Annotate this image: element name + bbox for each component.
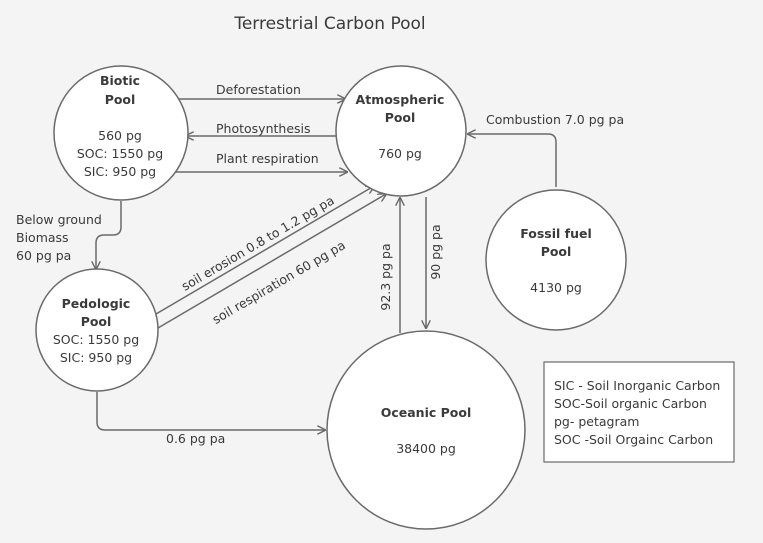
label-below-ground-3: 60 pg pa bbox=[16, 248, 71, 263]
legend-item: SOC-Soil organic Carbon bbox=[554, 396, 707, 411]
biotic-pool-value: 560 pg bbox=[98, 128, 142, 143]
node-atmospheric-pool: Atmospheric Pool 760 pg bbox=[335, 65, 467, 197]
fossil-pool-title-2: Pool bbox=[541, 244, 572, 259]
atmospheric-pool-title-1: Atmospheric bbox=[356, 92, 445, 107]
pedologic-pool-sic: SIC: 950 pg bbox=[60, 350, 132, 365]
biotic-pool-title-1: Biotic bbox=[100, 73, 140, 88]
biotic-pool-title-2: Pool bbox=[105, 92, 136, 107]
legend-box bbox=[543, 361, 735, 463]
pedologic-pool-title-1: Pedologic bbox=[62, 296, 131, 311]
fossil-pool-value: 4130 pg bbox=[530, 280, 582, 295]
label-plant-respiration: Plant respiration bbox=[216, 151, 319, 166]
label-soil-erosion: soil erosion 0.8 to 1.2 pg pa bbox=[179, 193, 337, 294]
label-pedologic-to-oceanic: 0.6 pg pa bbox=[166, 431, 225, 446]
atmospheric-pool-title-2: Pool bbox=[385, 110, 416, 125]
label-atmosphere-to-ocean: 90 pg pa bbox=[428, 224, 443, 279]
diagram-title: Terrestrial Carbon Pool bbox=[233, 14, 425, 34]
pedologic-pool-soc: SOC: 1550 pg bbox=[53, 332, 139, 347]
node-biotic-pool: Biotic Pool 560 pg SOC: 1550 pg SIC: 950… bbox=[53, 65, 189, 201]
edge-combustion bbox=[468, 134, 557, 187]
oceanic-pool-value: 38400 pg bbox=[396, 441, 456, 456]
edge-pedologic-to-oceanic bbox=[96, 392, 325, 430]
label-ocean-to-atmosphere: 92.3 pg pa bbox=[378, 243, 393, 310]
edge-below-ground-biomass bbox=[96, 201, 122, 269]
label-photosynthesis: Photosynthesis bbox=[216, 121, 311, 136]
atmospheric-pool-value: 760 pg bbox=[378, 146, 422, 161]
edges bbox=[96, 99, 557, 430]
fossil-pool-title-1: Fossil fuel bbox=[520, 226, 592, 241]
label-deforestation: Deforestation bbox=[216, 82, 301, 97]
oceanic-pool-title: Oceanic Pool bbox=[381, 405, 472, 420]
biotic-pool-sic: SIC: 950 pg bbox=[84, 164, 156, 179]
biotic-pool-soc: SOC: 1550 pg bbox=[77, 146, 163, 161]
node-fossil-fuel-pool: Fossil fuel Pool 4130 pg bbox=[485, 189, 627, 331]
pedologic-pool-title-2: Pool bbox=[81, 314, 112, 329]
node-oceanic-pool: Oceanic Pool 38400 pg bbox=[326, 330, 526, 530]
node-pedologic-pool: Pedologic Pool SOC: 1550 pg SIC: 950 pg bbox=[35, 268, 159, 392]
legend-item: pg- petagram bbox=[554, 414, 639, 429]
legend-item: SIC - Soil Inorganic Carbon bbox=[554, 378, 720, 393]
label-below-ground-1: Below ground bbox=[16, 212, 102, 227]
legend-item: SOC -Soil Orgainc Carbon bbox=[554, 432, 713, 447]
edge-soil-respiration bbox=[157, 194, 386, 329]
edge-soil-erosion bbox=[155, 186, 374, 315]
label-below-ground-2: Biomass bbox=[16, 230, 69, 245]
label-combustion: Combustion 7.0 pg pa bbox=[486, 112, 624, 127]
legend: SIC - Soil Inorganic Carbon SOC-Soil org… bbox=[543, 361, 735, 463]
